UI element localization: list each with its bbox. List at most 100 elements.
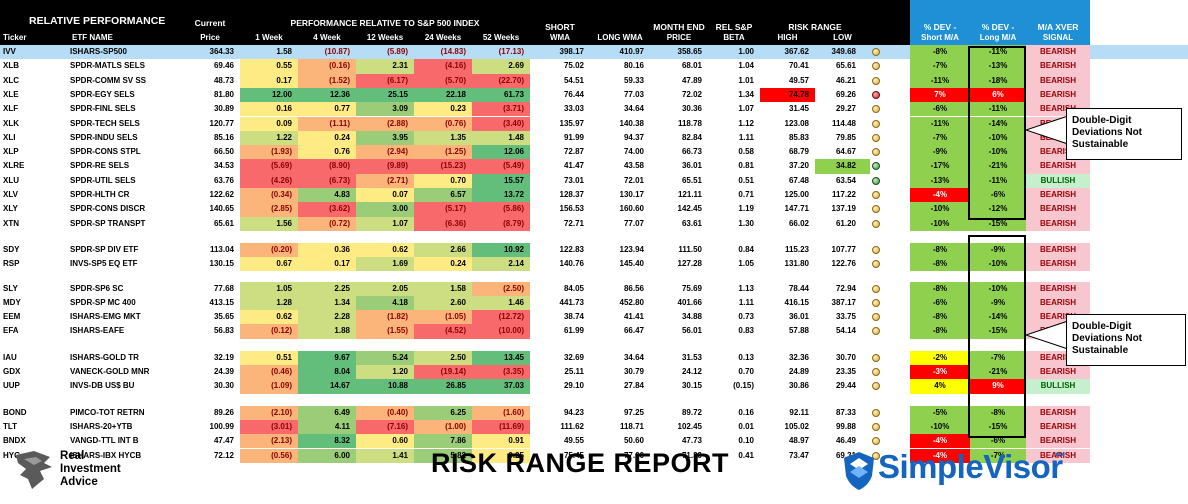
cell-w1: 1.22 xyxy=(240,130,298,146)
signal-dot-icon xyxy=(872,105,880,114)
cell-ticker: MDY xyxy=(3,297,21,307)
signal-dot-icon xyxy=(872,353,880,362)
cell-lwma: 410.97 xyxy=(619,47,644,56)
cell-w1: 0.55 xyxy=(240,59,298,74)
cell-high: 78.44 xyxy=(788,283,809,293)
cell-sig: BEARISH xyxy=(1026,281,1090,296)
cell-w1: 0.67 xyxy=(240,257,298,272)
cell-high: 30.86 xyxy=(788,381,809,391)
cell-price: 65.61 xyxy=(213,218,234,228)
cell-lwma: 30.79 xyxy=(623,367,644,376)
cell-ds: -4% xyxy=(910,434,970,449)
cell-beta: (0.15) xyxy=(733,381,754,391)
cell-w1: 1.58 xyxy=(276,47,292,56)
signal-dot-icon xyxy=(872,191,880,199)
cell-w4: 8.04 xyxy=(298,365,356,380)
callout-1: Double-Digit Deviations Not Sustainable xyxy=(1066,108,1182,160)
cell-w52: (3.35) xyxy=(472,365,530,380)
cell-ticker: BNDX xyxy=(3,436,26,446)
cell-w52: (8.79) xyxy=(472,216,530,231)
cell-swma: 156.53 xyxy=(559,204,584,214)
cell-lwma: 74.00 xyxy=(623,147,644,157)
cell-high: 131.80 xyxy=(784,259,809,269)
cell-ds: -7% xyxy=(910,130,970,146)
cell-w12: 0.62 xyxy=(356,242,414,258)
cell-ticker: XLP xyxy=(3,147,19,157)
cell-price: 85.16 xyxy=(213,132,234,142)
cell-swma: 441.73 xyxy=(559,297,584,307)
cell-high: 367.62 xyxy=(784,47,809,56)
cell-w12: 3.09 xyxy=(356,102,414,117)
cell-dl: -12% xyxy=(970,202,1026,217)
cell-sig: BEARISH xyxy=(1026,159,1090,174)
cell-w1: (1.93) xyxy=(240,145,298,160)
cell-ticker: XLB xyxy=(3,61,19,71)
cell-swma: 61.99 xyxy=(563,326,584,336)
cell-ds: -11% xyxy=(910,73,970,88)
cell-me: 34.88 xyxy=(681,312,702,322)
cell-ds: -8% xyxy=(910,281,970,296)
cell-w12: 1.69 xyxy=(356,257,414,272)
cell-me: 127.28 xyxy=(677,259,702,269)
cell-w24: 2.50 xyxy=(414,350,472,365)
cell-sig: BEARISH xyxy=(1026,419,1090,435)
cell-beta: 0.41 xyxy=(738,450,754,460)
cell-dl: -8% xyxy=(970,405,1026,420)
cell-beta: 0.16 xyxy=(738,407,754,417)
cell-swma: 140.76 xyxy=(559,259,584,269)
cell-w1: 0.62 xyxy=(240,310,298,325)
cell-me: 30.15 xyxy=(681,381,702,391)
cell-w24: 1.58 xyxy=(414,281,472,296)
cell-ticker: UUP xyxy=(3,381,20,391)
cell-w4: (1.11) xyxy=(298,116,356,131)
cell-sig: BEARISH xyxy=(1026,87,1090,103)
cell-swma: 54.51 xyxy=(563,75,584,85)
cell-ds: -4% xyxy=(910,188,970,203)
simplevisor-trademark: ™ xyxy=(1054,450,1066,464)
cell-ticker: XLC xyxy=(3,75,19,85)
cell-ds: -8% xyxy=(910,310,970,325)
header-current: Current xyxy=(194,18,226,28)
cell-dl: 6% xyxy=(970,87,1026,103)
cell-lwma: 34.64 xyxy=(623,104,644,114)
cell-price: 30.89 xyxy=(213,104,234,114)
cell-ds: -13% xyxy=(910,173,970,188)
cell-w1: 0.17 xyxy=(240,73,298,88)
cell-lwma: 130.17 xyxy=(619,190,644,199)
cell-w4: (3.62) xyxy=(298,202,356,217)
cell-beta: 1.34 xyxy=(738,89,754,99)
cell-name: SPDR-MATLS SELS xyxy=(70,61,145,71)
cell-ds: -10% xyxy=(910,216,970,231)
cell-w4: 1.88 xyxy=(298,324,356,339)
cell-w24: (4.16) xyxy=(414,59,472,74)
table-row: GDX VANECK-GOLD MNR 24.39 (0.46) 8.04 1.20 (19… xyxy=(0,365,1188,380)
cell-dl: -10% xyxy=(970,145,1026,160)
cell-w24: (5.17) xyxy=(414,202,472,217)
cell-ticker: XLF xyxy=(3,104,19,114)
cell-low: 46.21 xyxy=(835,75,856,85)
header-price: Price xyxy=(200,33,220,42)
cell-low: 34.82 xyxy=(815,159,870,174)
cell-w52: (3.71) xyxy=(472,102,530,117)
cell-price: 77.68 xyxy=(213,283,234,293)
cell-lwma: 86.56 xyxy=(623,283,644,293)
cell-w12: (7.16) xyxy=(356,419,414,435)
cell-dl: -6% xyxy=(970,188,1026,203)
cell-w52: 2.14 xyxy=(472,257,530,272)
cell-dl: -10% xyxy=(970,257,1026,272)
cell-high: 36.01 xyxy=(788,312,809,322)
cell-w1: 0.16 xyxy=(240,102,298,117)
cell-dl: -10% xyxy=(970,281,1026,296)
cell-high: 92.11 xyxy=(789,407,809,417)
cell-dl: -11% xyxy=(970,173,1026,188)
cell-w4: 4.11 xyxy=(298,419,356,435)
signal-dot-icon xyxy=(872,119,880,128)
cell-ticker: SLY xyxy=(3,283,18,293)
cell-ticker: RSP xyxy=(3,259,20,269)
cell-me: 63.61 xyxy=(681,218,702,228)
cell-beta: 1.04 xyxy=(738,61,754,71)
cell-beta: 0.83 xyxy=(738,326,754,336)
signal-dot-icon xyxy=(872,382,880,391)
cell-dl: -7% xyxy=(970,448,1026,463)
cell-name: ISHARS-SP500 xyxy=(70,47,127,56)
